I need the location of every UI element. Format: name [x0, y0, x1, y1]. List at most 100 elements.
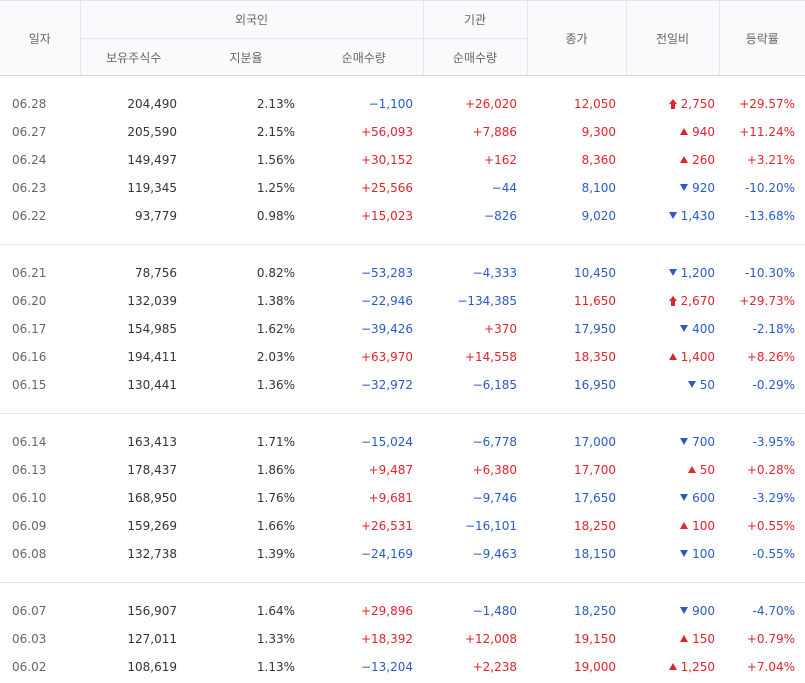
row-change-value: 50 — [699, 377, 715, 392]
table-row: 06.28 204,490 2.13% −1,100 +26,020 12,050 2,75… — [0, 90, 805, 118]
row-change: 2,670 — [626, 287, 719, 315]
table-header: 일자 외국인 기관 종가 전일비 등락률 보유주식수 지분율 순매수량 순매수량 — [0, 0, 805, 76]
group-separator — [0, 412, 805, 414]
row-holdings: 159,269 — [127, 518, 177, 533]
row-inst-net: −9,746 — [472, 490, 517, 505]
row-share-ratio: 1.13% — [256, 659, 295, 674]
group-spacer — [0, 245, 805, 259]
row-change-value: 920 — [692, 180, 715, 195]
row-close: 19,000 — [574, 659, 616, 674]
row-holdings: 149,497 — [127, 152, 177, 167]
row-date: 06.08 — [12, 546, 47, 561]
header-institution: 기관 — [422, 0, 527, 39]
group-spacer — [0, 230, 805, 244]
row-change-value: 2,670 — [680, 293, 715, 308]
row-inst-net: +14,558 — [464, 349, 517, 364]
row-foreign-net: +25,566 — [360, 180, 413, 195]
row-change: 260 — [626, 146, 719, 174]
row-change-value: 100 — [692, 518, 715, 533]
row-rate: +29.73% — [739, 293, 795, 308]
row-rate: -13.68% — [744, 208, 795, 223]
table-row: 06.24 149,497 1.56% +30,152 +162 8,360 260 +3.2… — [0, 146, 805, 174]
row-close: 18,350 — [574, 349, 616, 364]
row-change: 2,750 — [626, 90, 719, 118]
header-close: 종가 — [526, 0, 626, 76]
row-rate: -10.30% — [744, 265, 795, 280]
row-foreign-net: −53,283 — [360, 265, 413, 280]
row-change: 1,200 — [626, 259, 719, 287]
row-inst-net: +370 — [484, 321, 517, 336]
row-foreign-net: −13,204 — [360, 659, 413, 674]
table-row: 06.23 119,345 1.25% +25,566 −44 8,100 920 -10.2… — [0, 174, 805, 202]
limit-up-arrow-icon — [668, 295, 677, 306]
down-triangle-icon — [668, 211, 677, 219]
table-row: 06.02 108,619 1.13% −13,204 +2,238 19,000 1,25… — [0, 653, 805, 681]
row-change-value: 1,430 — [680, 208, 715, 223]
group-spacer — [0, 568, 805, 582]
row-rate: -2.18% — [752, 321, 795, 336]
row-holdings: 205,590 — [127, 124, 177, 139]
row-change: 50 — [626, 456, 719, 484]
row-holdings: 163,413 — [127, 434, 177, 449]
row-share-ratio: 1.36% — [256, 377, 295, 392]
down-triangle-icon — [680, 493, 689, 501]
row-rate: +0.79% — [746, 631, 795, 646]
row-inst-net: −6,185 — [472, 377, 517, 392]
group-spacer — [0, 76, 805, 90]
table-row: 06.07 156,907 1.64% +29,896 −1,480 18,250 900 -… — [0, 597, 805, 625]
up-triangle-icon — [687, 465, 696, 473]
up-triangle-icon — [680, 127, 689, 135]
row-holdings: 108,619 — [127, 659, 177, 674]
limit-up-arrow-icon — [668, 98, 677, 109]
row-change-value: 50 — [699, 462, 715, 477]
row-share-ratio: 1.56% — [256, 152, 295, 167]
row-close: 17,000 — [574, 434, 616, 449]
row-close: 8,100 — [581, 180, 616, 195]
row-inst-net: +2,238 — [472, 659, 517, 674]
row-change-value: 260 — [692, 152, 715, 167]
row-inst-net: +7,886 — [472, 124, 517, 139]
row-change: 100 — [626, 540, 719, 568]
row-share-ratio: 1.39% — [256, 546, 295, 561]
row-change-value: 100 — [692, 546, 715, 561]
table-row: 06.13 178,437 1.86% +9,487 +6,380 17,700 50 +0.… — [0, 456, 805, 484]
row-close: 9,020 — [581, 208, 616, 223]
row-change: 700 — [626, 428, 719, 456]
header-date: 일자 — [0, 0, 80, 76]
row-inst-net: −9,463 — [472, 546, 517, 561]
table-row: 06.17 154,985 1.62% −39,426 +370 17,950 400 -2.… — [0, 315, 805, 343]
row-holdings: 132,738 — [127, 546, 177, 561]
group-separator — [0, 243, 805, 245]
row-close: 12,050 — [574, 96, 616, 111]
row-change-value: 700 — [692, 434, 715, 449]
row-foreign-net: −32,972 — [360, 377, 413, 392]
row-change: 1,250 — [626, 653, 719, 681]
row-holdings: 168,950 — [127, 490, 177, 505]
row-close: 11,650 — [574, 293, 616, 308]
row-change-value: 1,200 — [680, 265, 715, 280]
row-rate: -0.55% — [752, 546, 795, 561]
row-rate: +8.26% — [746, 349, 795, 364]
row-date: 06.02 — [12, 659, 47, 674]
row-rate: -10.20% — [744, 180, 795, 195]
down-triangle-icon — [680, 324, 689, 332]
row-foreign-net: −1,100 — [368, 96, 413, 111]
row-foreign-net: +30,152 — [360, 152, 413, 167]
row-share-ratio: 2.03% — [256, 349, 295, 364]
row-foreign-net: +9,681 — [368, 490, 413, 505]
row-foreign-net: +9,487 — [368, 462, 413, 477]
header-change: 전일비 — [625, 0, 719, 76]
table-row: 06.21 78,756 0.82% −53,283 −4,333 10,450 1,200… — [0, 259, 805, 287]
row-rate: -4.70% — [752, 603, 795, 618]
row-rate: +0.55% — [746, 518, 795, 533]
row-close: 17,700 — [574, 462, 616, 477]
row-foreign-net: −39,426 — [360, 321, 413, 336]
row-share-ratio: 1.38% — [256, 293, 295, 308]
up-triangle-icon — [680, 155, 689, 163]
row-inst-net: −16,101 — [464, 518, 517, 533]
row-change: 1,400 — [626, 343, 719, 371]
row-close: 9,300 — [581, 124, 616, 139]
row-rate: -3.95% — [752, 434, 795, 449]
row-holdings: 130,441 — [127, 377, 177, 392]
row-foreign-net: +18,392 — [360, 631, 413, 646]
